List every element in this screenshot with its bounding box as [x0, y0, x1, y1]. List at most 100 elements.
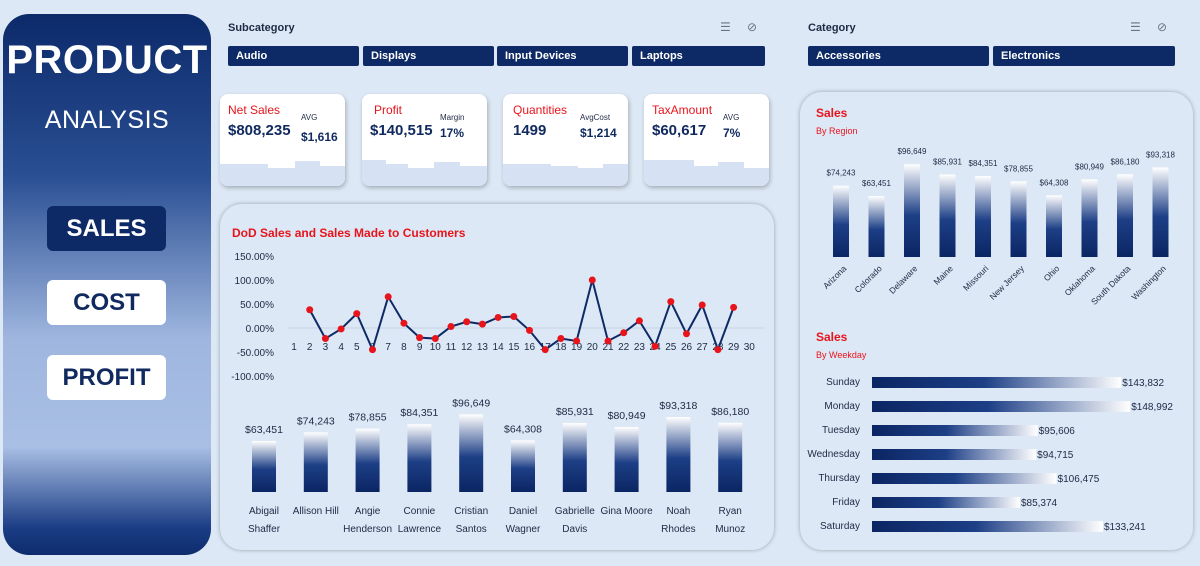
dod-point — [321, 335, 329, 343]
customer-name-label: Noah — [666, 506, 690, 517]
slicer-item-audio[interactable]: Audio — [228, 46, 359, 66]
customer-bar — [355, 428, 380, 492]
dod-point — [510, 312, 518, 320]
dod-point — [400, 319, 408, 327]
customer-bar — [303, 432, 328, 492]
clear-filter-icon[interactable]: ⊘ — [747, 20, 758, 34]
weekday-bar-label: $95,606 — [1039, 426, 1076, 437]
x-tick-label: 25 — [665, 342, 677, 353]
region-weekday-charts: $74,243 Arizona $63,451 Colorado $96,649 Dela… — [807, 147, 1175, 533]
dod-point — [478, 320, 486, 328]
weekday-chart-subtitle: By Weekday — [816, 350, 867, 360]
slicer-item-input-devices[interactable]: Input Devices — [497, 46, 628, 66]
x-tick-label: 12 — [461, 342, 473, 353]
dod-point — [573, 337, 581, 345]
region-chart-subtitle: By Region — [816, 126, 858, 136]
slicer-item-laptops[interactable]: Laptops — [632, 46, 765, 66]
weekday-bar — [872, 377, 1122, 388]
kpi-subvalue: 17% — [440, 126, 465, 140]
region-category-label: Colorado — [852, 263, 884, 295]
x-tick-label: 23 — [634, 342, 646, 353]
customer-bar-label: $80,949 — [608, 410, 646, 422]
weekday-bar-label: $94,715 — [1037, 450, 1074, 461]
multi-select-icon[interactable]: ☰ — [720, 20, 731, 34]
weekday-label: Monday — [824, 401, 860, 412]
weekday-bar — [872, 425, 1038, 436]
dod-point — [463, 318, 471, 326]
customer-bar-label: $78,855 — [349, 412, 387, 424]
x-tick-label: 14 — [493, 342, 505, 353]
dod-point — [369, 346, 376, 354]
region-bar — [833, 185, 849, 257]
x-tick-label: 15 — [508, 342, 520, 353]
kpi-card-net-sales: Net Sales $808,235 AVG $1,616 — [220, 94, 345, 186]
kpi-subvalue: $1,616 — [301, 130, 338, 144]
dod-point — [337, 325, 345, 333]
multi-select-icon[interactable]: ☰ — [1130, 20, 1141, 34]
y-tick-label: 150.00% — [235, 252, 275, 263]
customer-bar-label: $63,451 — [245, 424, 283, 436]
region-category-label: Missouri — [961, 263, 991, 293]
customer-bar-label: $85,931 — [556, 406, 594, 418]
dod-point — [667, 298, 675, 306]
customer-bar — [666, 417, 691, 492]
x-tick-label: 29 — [728, 342, 740, 353]
dod-point — [651, 342, 659, 350]
x-tick-label: 4 — [338, 342, 344, 353]
x-tick-label: 5 — [354, 342, 360, 353]
dod-point — [353, 310, 361, 318]
x-tick-label: 10 — [430, 342, 442, 353]
x-tick-label: 16 — [524, 342, 536, 353]
customer-name-label: Cristian — [454, 506, 488, 517]
region-bar-label: $64,308 — [1040, 178, 1069, 187]
kpi-label: Quantities — [513, 103, 568, 117]
dod-point — [588, 276, 596, 284]
kpi-value: $140,515 — [370, 122, 433, 139]
dod-point — [683, 330, 690, 338]
dod-point — [526, 326, 533, 334]
region-bar-label: $63,451 — [862, 179, 891, 188]
region-bar — [868, 196, 885, 257]
dod-series-line — [308, 279, 735, 353]
customer-bar-label: $74,243 — [297, 415, 335, 427]
customer-name-label: Lawrence — [398, 524, 442, 535]
slicer-item-displays[interactable]: Displays — [363, 46, 494, 66]
region-bar-label: $78,855 — [1004, 164, 1033, 173]
page-subtitle: ANALYSIS — [44, 106, 170, 134]
kpi-sparkline — [644, 160, 769, 186]
dod-point — [698, 301, 706, 309]
cost-button[interactable]: COST — [47, 280, 166, 325]
customer-name-label: Connie — [404, 506, 436, 517]
region-bar-label: $93,318 — [1146, 150, 1175, 159]
profit-button[interactable]: PROFIT — [47, 355, 166, 400]
y-tick-label: -100.00% — [231, 372, 274, 383]
dod-point — [604, 337, 612, 345]
dod-point — [494, 313, 502, 321]
weekday-bar — [872, 497, 1020, 508]
customer-name-label: Henderson — [343, 524, 392, 535]
customer-bar-label: $64,308 — [504, 423, 542, 435]
region-category-label: Arizona — [821, 263, 849, 291]
slicer-item-accessories[interactable]: Accessories — [808, 46, 989, 66]
kpi-sublabel: AVG — [723, 113, 740, 122]
region-bar-label: $85,931 — [933, 158, 962, 167]
weekday-label: Tuesday — [822, 425, 860, 436]
region-bar — [1152, 167, 1169, 257]
weekday-bar-label: $133,241 — [1104, 522, 1146, 533]
x-tick-label: 11 — [446, 342, 457, 353]
customer-bar — [614, 426, 639, 492]
category-slicer-title: Category — [808, 22, 856, 34]
x-tick-label: 21 — [602, 342, 614, 353]
x-tick-label: 27 — [697, 342, 709, 353]
dod-point — [306, 306, 314, 314]
customer-bar — [718, 422, 743, 492]
clear-filter-icon[interactable]: ⊘ — [1157, 20, 1168, 34]
region-bar-label: $84,351 — [969, 159, 998, 168]
customer-sales-panel — [220, 204, 774, 550]
region-bar — [975, 176, 991, 257]
x-tick-label: 9 — [417, 342, 423, 353]
slicer-item-electronics[interactable]: Electronics — [993, 46, 1175, 66]
sales-button[interactable]: SALES — [47, 206, 166, 251]
dod-point — [730, 303, 738, 311]
dod-point — [431, 335, 439, 343]
